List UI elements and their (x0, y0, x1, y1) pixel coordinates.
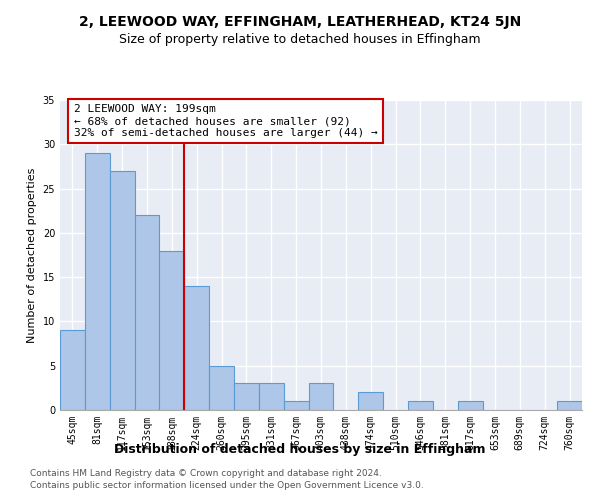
Bar (458, 401, 482, 410)
Bar (284, 401, 308, 410)
Bar (408, 401, 433, 410)
Y-axis label: Number of detached properties: Number of detached properties (27, 168, 37, 342)
Bar (60, 330, 85, 410)
Bar (308, 384, 334, 410)
Text: Contains public sector information licensed under the Open Government Licence v3: Contains public sector information licen… (30, 481, 424, 490)
Bar (85, 153, 110, 410)
Bar (184, 286, 209, 410)
Bar (209, 366, 234, 410)
Text: Size of property relative to detached houses in Effingham: Size of property relative to detached ho… (119, 32, 481, 46)
Bar (259, 384, 284, 410)
Bar (234, 384, 259, 410)
Text: Contains HM Land Registry data © Crown copyright and database right 2024.: Contains HM Land Registry data © Crown c… (30, 468, 382, 477)
Text: Distribution of detached houses by size in Effingham: Distribution of detached houses by size … (114, 442, 486, 456)
Bar (557, 401, 582, 410)
Bar (134, 215, 160, 410)
Text: 2 LEEWOOD WAY: 199sqm
← 68% of detached houses are smaller (92)
32% of semi-deta: 2 LEEWOOD WAY: 199sqm ← 68% of detached … (74, 104, 377, 138)
Text: 2, LEEWOOD WAY, EFFINGHAM, LEATHERHEAD, KT24 5JN: 2, LEEWOOD WAY, EFFINGHAM, LEATHERHEAD, … (79, 15, 521, 29)
Bar (110, 171, 134, 410)
Bar (358, 392, 383, 410)
Bar (160, 250, 184, 410)
